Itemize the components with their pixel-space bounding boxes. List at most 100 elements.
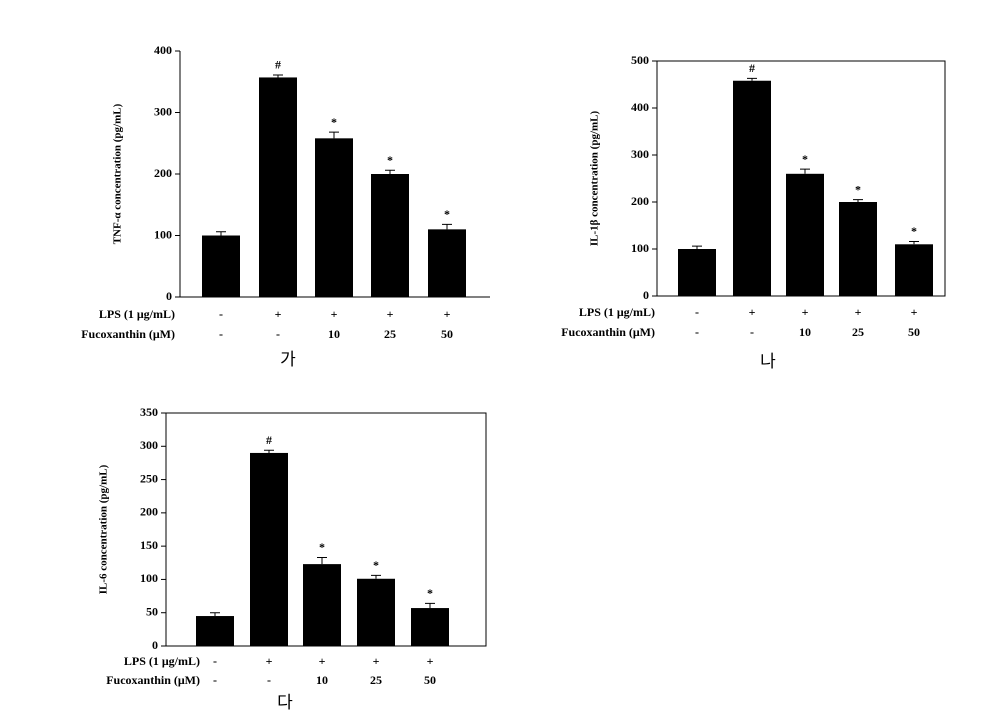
error-bar — [692, 245, 702, 249]
annotation: * — [319, 540, 325, 554]
y-tick-label: 500 — [631, 53, 649, 67]
bar — [303, 564, 341, 646]
treatment-value: 50 — [424, 673, 436, 687]
treatment-value: 10 — [316, 673, 328, 687]
plot-frame — [656, 60, 946, 297]
y-tick-label: 100 — [631, 241, 649, 255]
error-bar — [425, 602, 435, 609]
error-bar — [385, 169, 395, 174]
bar — [202, 235, 240, 297]
bar — [315, 138, 353, 297]
bar — [678, 249, 716, 296]
treatment-value: + — [387, 307, 394, 321]
treatment-label: LPS (1 μg/mL) — [579, 305, 655, 319]
treatment-value: - — [213, 654, 217, 668]
treatment-value: 50 — [908, 325, 920, 339]
y-tick-label: 200 — [154, 166, 172, 180]
treatment-value: + — [275, 307, 282, 321]
annotation: # — [275, 58, 281, 72]
bar — [839, 202, 877, 296]
y-axis-label: TNF-α concentration (pg/mL) — [112, 103, 124, 244]
treatment-value: + — [373, 654, 380, 668]
error-bar — [329, 131, 339, 139]
annotation: * — [387, 153, 393, 167]
treatment-value: + — [911, 305, 918, 319]
axes — [179, 51, 490, 298]
y-tick-label: 300 — [631, 147, 649, 161]
error-bar — [273, 74, 283, 78]
y-tick-label: 50 — [146, 604, 158, 618]
annotation: * — [802, 152, 808, 166]
treatment-value: 25 — [384, 327, 396, 341]
treatment-value: + — [427, 654, 434, 668]
bar — [259, 77, 297, 297]
panel-label: 다 — [277, 693, 293, 712]
treatment-label: Fucoxanthin (μM) — [106, 673, 200, 687]
bar — [371, 174, 409, 297]
treatment-value: 10 — [328, 327, 340, 341]
annotation: # — [266, 433, 272, 447]
bar — [357, 578, 395, 646]
y-tick-label: 250 — [140, 471, 158, 485]
y-tick-label: 0 — [643, 288, 649, 302]
treatment-value: + — [802, 305, 809, 319]
error-bar — [747, 77, 757, 81]
error-bar — [800, 168, 810, 174]
treatment-value: + — [749, 305, 756, 319]
bar — [733, 80, 771, 297]
bar — [428, 229, 466, 297]
y-tick-label: 400 — [631, 100, 649, 114]
plot-frame — [165, 412, 487, 647]
treatment-value: 50 — [441, 327, 453, 341]
treatment-label: LPS (1 μg/mL) — [99, 307, 175, 321]
bar — [250, 452, 288, 646]
treatment-value: + — [444, 307, 451, 321]
treatment-value: 25 — [852, 325, 864, 339]
annotation: # — [749, 61, 755, 75]
treatment-value: 25 — [370, 673, 382, 687]
treatment-value: - — [219, 307, 223, 321]
panel-label: 가 — [280, 350, 296, 370]
treatment-value: - — [267, 673, 271, 687]
y-tick-label: 300 — [140, 438, 158, 452]
y-tick-label: 200 — [631, 194, 649, 208]
y-tick-label: 200 — [140, 505, 158, 519]
annotation: * — [427, 586, 433, 600]
treatment-value: 10 — [799, 325, 811, 339]
y-tick-label: 150 — [140, 538, 158, 552]
error-bar — [909, 240, 919, 245]
y-tick-label: 350 — [140, 405, 158, 419]
treatment-value: + — [319, 654, 326, 668]
error-bar — [371, 574, 381, 579]
error-bar — [264, 449, 274, 453]
treatment-value: - — [213, 673, 217, 687]
treatment-value: + — [266, 654, 273, 668]
error-bar — [442, 223, 452, 230]
treatment-value: - — [695, 325, 699, 339]
bar — [196, 616, 234, 646]
bar — [411, 608, 449, 646]
y-tick-label: 300 — [154, 104, 172, 118]
y-tick-label: 0 — [166, 289, 172, 303]
error-bar — [216, 231, 226, 236]
y-tick-label: 0 — [152, 638, 158, 652]
bar — [895, 244, 933, 296]
error-bar — [210, 612, 220, 617]
annotation: * — [373, 558, 379, 572]
annotation: * — [331, 115, 337, 129]
treatment-value: - — [695, 305, 699, 319]
treatment-value: - — [750, 325, 754, 339]
error-bar — [853, 199, 863, 202]
bar — [786, 173, 824, 296]
treatment-label: LPS (1 μg/mL) — [124, 654, 200, 668]
annotation: * — [855, 182, 861, 196]
y-axis-label: IL-1β concentration (pg/mL) — [589, 110, 601, 246]
treatment-value: - — [219, 327, 223, 341]
error-bar — [317, 556, 327, 565]
treatment-value: + — [855, 305, 862, 319]
treatment-value: + — [331, 307, 338, 321]
treatment-value: - — [276, 327, 280, 341]
treatment-label: Fucoxanthin (μM) — [81, 327, 175, 341]
y-tick-label: 100 — [154, 227, 172, 241]
annotation: * — [444, 207, 450, 221]
